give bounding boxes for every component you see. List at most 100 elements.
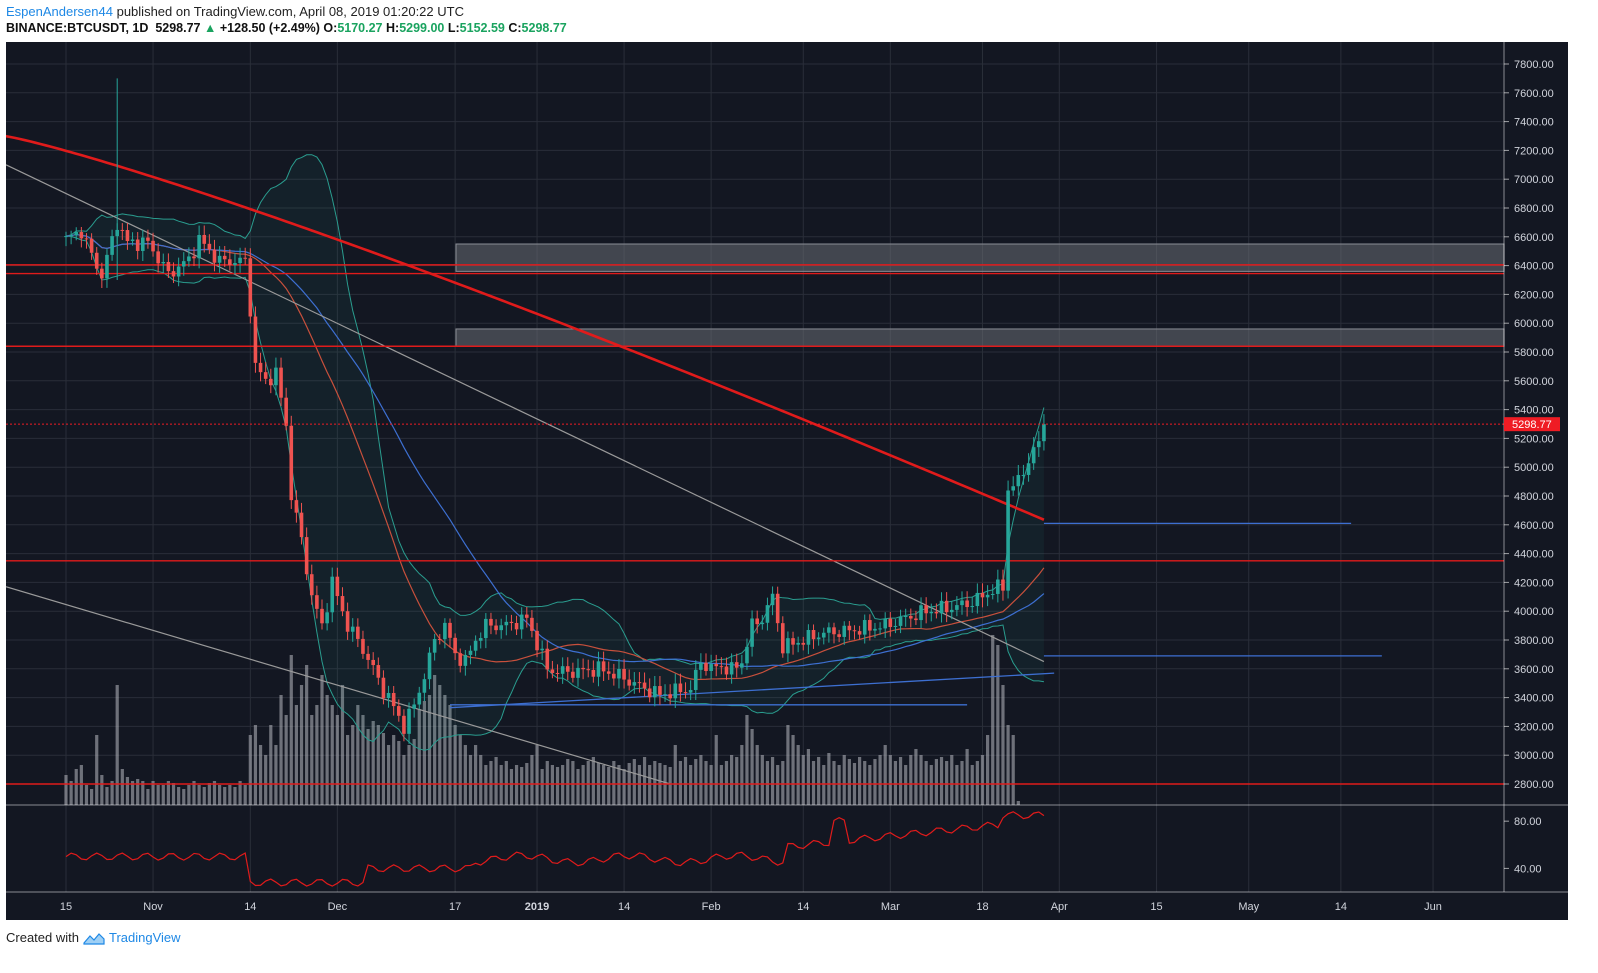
volume-bar (929, 765, 933, 805)
candle-body (975, 592, 980, 607)
price-tick-label: 2800.00 (1514, 779, 1554, 791)
candle-body (376, 665, 381, 678)
volume-bar (945, 761, 949, 805)
volume-bar (642, 757, 647, 805)
candle-body (960, 600, 964, 606)
candle-body (253, 316, 258, 363)
volume-bar (325, 695, 329, 805)
volume-bar (791, 735, 795, 805)
chart-container[interactable]: 80.00 40.00 7800.00 7600.00 7400.00 7200.00 70… (4, 42, 1568, 920)
volume-bar (842, 755, 846, 805)
volume-bar (617, 765, 621, 805)
publish-info: EspenAndersen44 published on TradingView… (6, 4, 464, 19)
candle-body (345, 611, 350, 632)
volume-bar (520, 767, 524, 805)
price-chart[interactable]: 80.00 40.00 7800.00 7600.00 7400.00 7200.00 70… (4, 42, 1568, 920)
candle-body (366, 653, 370, 660)
candle-body (371, 659, 375, 666)
candle-body (642, 682, 647, 689)
candle-body (274, 367, 278, 386)
candle-body (775, 593, 780, 624)
candle-body (550, 669, 555, 674)
volume-bar (74, 769, 78, 805)
price-tick-label: 6000.00 (1514, 318, 1554, 330)
price-tick-label: 6800.00 (1514, 203, 1554, 215)
candle-body (391, 692, 396, 707)
volume-bar (740, 745, 744, 805)
time-tick-label: Nov (143, 901, 163, 913)
candle-body (868, 620, 872, 631)
volume-bar (463, 745, 467, 805)
tradingview-brand[interactable]: TradingView (108, 930, 181, 945)
candle-body (89, 238, 94, 253)
author-link[interactable]: EspenAndersen44 (6, 4, 113, 19)
volume-bar (223, 787, 227, 805)
candle-body (187, 256, 191, 262)
volume-bar (765, 761, 770, 805)
price-tick-label: 5800.00 (1514, 347, 1554, 359)
candle-body (724, 666, 729, 675)
candle-body (714, 664, 719, 667)
candle-body (586, 669, 591, 671)
volume-bar (315, 705, 319, 805)
ascending-support-line (449, 672, 1055, 709)
candle-body (299, 512, 304, 538)
created-with-text: Created with (6, 930, 79, 945)
volume-bar (719, 765, 723, 805)
price-tick-label: 5600.00 (1514, 376, 1554, 388)
volume-bar (489, 761, 493, 805)
volume-bar (356, 705, 360, 805)
candle-body (627, 679, 631, 686)
candle-body (473, 640, 478, 651)
candle-body (842, 625, 847, 637)
bollinger-lower (65, 235, 1045, 751)
volume-bar (934, 759, 938, 805)
time-tick-label: 17 (449, 901, 461, 913)
volume-bar (571, 761, 575, 805)
candle-body (397, 706, 401, 716)
price-tick-label: 3000.00 (1514, 750, 1554, 762)
volume-bar (653, 761, 657, 805)
candle-body (919, 605, 923, 621)
volume-bar (960, 761, 964, 805)
last-price-badge-text: 5298.77 (1512, 419, 1552, 431)
candle-body (883, 618, 887, 629)
candle-body (161, 261, 166, 264)
volume-bar (612, 761, 616, 805)
candle-body (499, 625, 503, 631)
price-tick-label: 5400.00 (1514, 405, 1554, 417)
candle-body (125, 230, 130, 242)
price-tick-label: 3200.00 (1514, 721, 1554, 733)
volume-bar (182, 789, 186, 805)
price-tick-label: 6400.00 (1514, 261, 1554, 273)
volume-bar (386, 745, 391, 805)
volume-bar (422, 701, 426, 805)
candle-body (432, 638, 437, 653)
candle-body (827, 627, 831, 633)
volume-bar (555, 767, 560, 805)
candle-body (156, 251, 160, 264)
high-label: H: (385, 21, 400, 35)
volume-bar (238, 781, 242, 805)
price-tick-label: 6200.00 (1514, 289, 1554, 301)
candle-body (463, 654, 468, 666)
candle-body (560, 666, 565, 674)
candle-body (555, 673, 560, 675)
resistance-zone (455, 243, 1505, 272)
volume-bar (786, 725, 790, 805)
candle-body (228, 259, 232, 266)
candle-body (197, 234, 201, 259)
volume-bar (878, 755, 882, 805)
volume-bar (980, 755, 985, 805)
rsi-tick-label: 80.00 (1514, 816, 1542, 828)
candle-body (673, 683, 678, 699)
candle-body (601, 661, 606, 672)
volume-bar (637, 765, 642, 805)
volume-bar (822, 765, 826, 805)
time-tick-label: 15 (1150, 901, 1162, 913)
candle-body (888, 618, 893, 627)
ma-200-line (4, 134, 1045, 521)
candle-body (135, 239, 140, 251)
volume-bar (192, 781, 196, 805)
price-tick-label: 7400.00 (1514, 117, 1554, 129)
